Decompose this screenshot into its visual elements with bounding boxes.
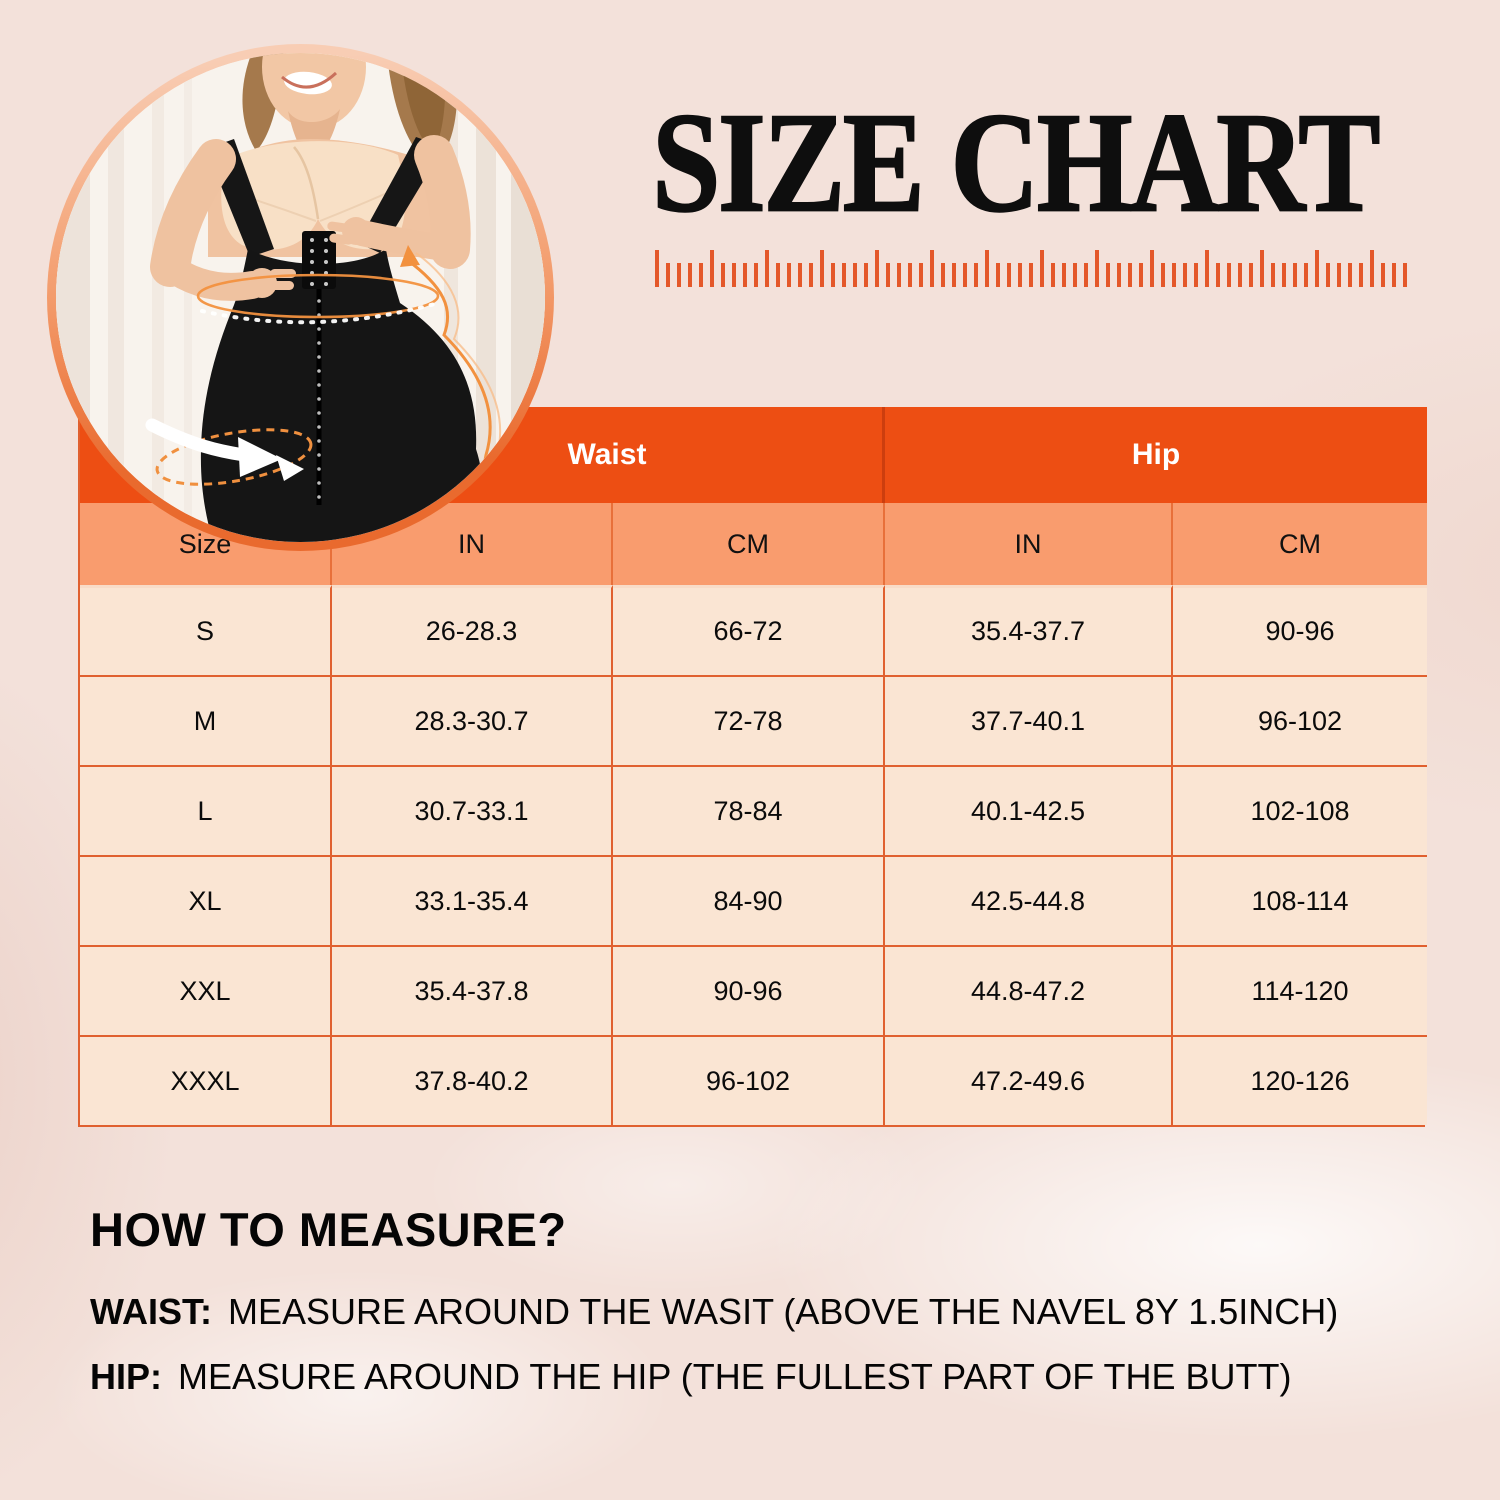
hip-label: HIP: <box>90 1355 162 1397</box>
cell-waist-in: 33.1-35.4 <box>332 855 613 945</box>
hip-instruction: HIP: MEASURE AROUND THE HIP (THE FULLEST … <box>90 1352 1450 1402</box>
col-header-hip-in: IN <box>885 503 1173 585</box>
col-header-waist-cm: CM <box>613 503 885 585</box>
up-arrow-icon <box>400 245 420 267</box>
small-arrow-icon <box>276 455 304 481</box>
cell-hip-cm: 96-102 <box>1173 675 1427 765</box>
product-photo-circle <box>47 44 554 551</box>
cell-size: XXL <box>80 945 332 1035</box>
waist-instruction: WAIST: MEASURE AROUND THE WASIT (ABOVE TH… <box>90 1287 1450 1337</box>
cell-waist-in: 30.7-33.1 <box>332 765 613 855</box>
thigh-arrow-icon <box>145 418 251 462</box>
waist-label: WAIST: <box>90 1291 212 1332</box>
cell-hip-cm: 102-108 <box>1173 765 1427 855</box>
cell-hip-in: 37.7-40.1 <box>885 675 1173 765</box>
cell-hip-in: 40.1-42.5 <box>885 765 1173 855</box>
cell-size: L <box>80 765 332 855</box>
cell-waist-cm: 84-90 <box>613 855 885 945</box>
col-header-hip-cm: CM <box>1173 503 1427 585</box>
how-to-measure-section: HOW TO MEASURE? WAIST: MEASURE AROUND THE… <box>90 1202 1450 1416</box>
hip-group-header: Hip <box>885 407 1427 503</box>
ruler-graphic-icon <box>655 250 1414 287</box>
waist-measure-line <box>196 273 440 325</box>
cell-waist-cm: 90-96 <box>613 945 885 1035</box>
cell-waist-in: 35.4-37.8 <box>332 945 613 1035</box>
hip-text: MEASURE AROUND THE HIP (THE FULLEST PART… <box>178 1355 1292 1397</box>
cell-hip-cm: 114-120 <box>1173 945 1427 1035</box>
cell-hip-in: 47.2-49.6 <box>885 1035 1173 1125</box>
cell-waist-in: 37.8-40.2 <box>332 1035 613 1125</box>
cell-waist-in: 28.3-30.7 <box>332 675 613 765</box>
cell-hip-cm: 90-96 <box>1173 585 1427 675</box>
model-photo <box>56 53 545 542</box>
bodysuit <box>200 249 484 542</box>
model-illustration <box>56 53 545 542</box>
cell-waist-cm: 72-78 <box>613 675 885 765</box>
cell-hip-cm: 108-114 <box>1173 855 1427 945</box>
cell-hip-in: 42.5-44.8 <box>885 855 1173 945</box>
arms <box>150 135 471 301</box>
cell-size: XL <box>80 855 332 945</box>
cell-waist-cm: 96-102 <box>613 1035 885 1125</box>
cell-size: XXXL <box>80 1035 332 1125</box>
cell-size: M <box>80 675 332 765</box>
cell-hip-in: 44.8-47.2 <box>885 945 1173 1035</box>
cell-waist-cm: 78-84 <box>613 765 885 855</box>
cell-hip-cm: 120-126 <box>1173 1035 1427 1125</box>
waist-text: MEASURE AROUND THE WASIT (ABOVE THE NAVE… <box>228 1291 1339 1332</box>
how-to-measure-heading: HOW TO MEASURE? <box>90 1203 567 1256</box>
cell-hip-in: 35.4-37.7 <box>885 585 1173 675</box>
cell-waist-in: 26-28.3 <box>332 585 613 675</box>
thigh-measure-line <box>145 418 313 486</box>
cell-waist-cm: 66-72 <box>613 585 885 675</box>
cell-size: S <box>80 585 332 675</box>
page-title: SIZE CHART <box>651 83 1381 242</box>
